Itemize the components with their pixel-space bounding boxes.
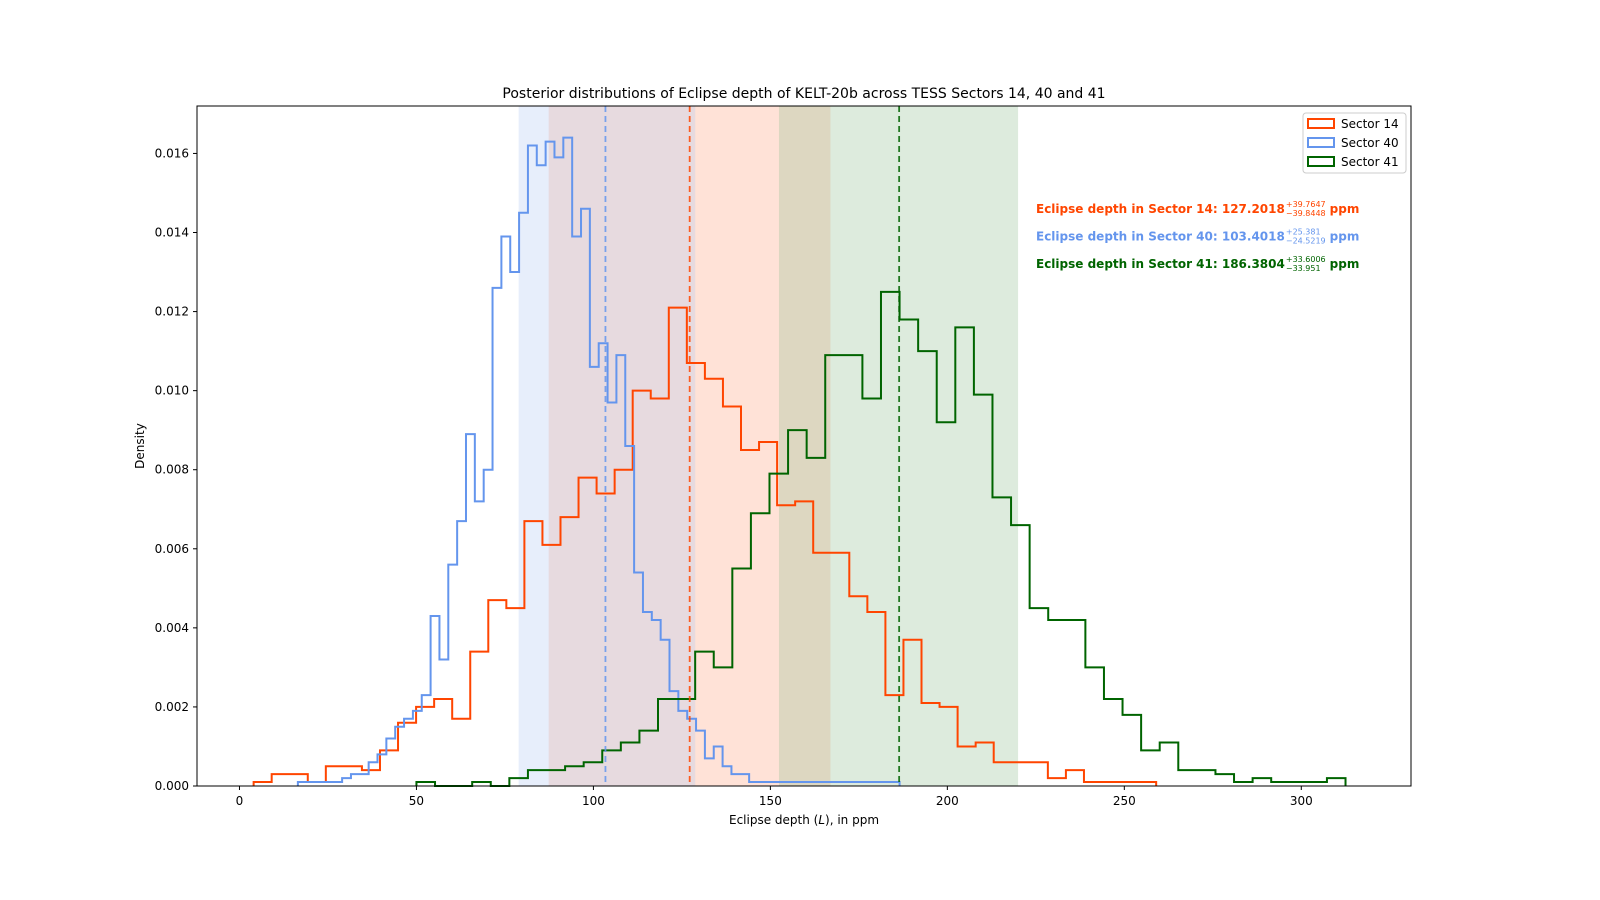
x-tick-label: 100 xyxy=(582,794,605,808)
annotation-unit: ppm xyxy=(1330,202,1360,216)
x-tick-label: 250 xyxy=(1113,794,1136,808)
histogram-sector-40 xyxy=(296,136,901,786)
annotation-text: Eclipse depth in Sector 40: 103.4018 xyxy=(1036,230,1285,244)
annotation-lower-error: −24.5219 xyxy=(1286,237,1326,246)
annotation-upper-error: +39.7647 xyxy=(1286,200,1326,209)
histogram-sector-41 xyxy=(415,290,1347,787)
annotation-unit: ppm xyxy=(1330,230,1360,244)
y-tick-label: 0.016 xyxy=(155,146,189,160)
annotation-lower-error: −33.951 xyxy=(1286,264,1321,273)
annotation-upper-error: +33.6006 xyxy=(1286,255,1326,264)
y-tick-label: 0.006 xyxy=(155,542,189,556)
x-axis-ticks: 0 50 100 150 200 250 300 xyxy=(236,786,1313,808)
legend-swatch xyxy=(1307,118,1335,129)
x-axis-label: Eclipse depth (L), in ppm xyxy=(729,813,879,827)
median-lines xyxy=(604,106,901,786)
legend-swatch xyxy=(1307,137,1335,148)
y-tick-label: 0.014 xyxy=(155,226,189,240)
annotations: Eclipse depth in Sector 14: 127.2018 +39.… xyxy=(1036,200,1359,273)
y-tick-label: 0.010 xyxy=(155,384,189,398)
y-tick-label: 0.002 xyxy=(155,700,189,714)
legend-label: Sector 14 xyxy=(1341,117,1399,131)
histogram-series xyxy=(252,136,1347,787)
y-axis-label: Density xyxy=(133,423,147,469)
y-tick-label: 0.012 xyxy=(155,305,189,319)
band-sector-40 xyxy=(518,106,696,786)
plot-frame xyxy=(196,105,1412,787)
annotation-upper-error: +25.381 xyxy=(1286,228,1321,237)
x-tick-label: 150 xyxy=(759,794,782,808)
legend-label: Sector 40 xyxy=(1341,136,1399,150)
x-tick-label: 200 xyxy=(936,794,959,808)
y-tick-label: 0.000 xyxy=(155,779,189,793)
credible-interval-bands xyxy=(518,106,1019,786)
annotation-unit: ppm xyxy=(1330,257,1360,271)
y-axis-ticks: 0.000 0.002 0.004 0.006 0.008 0.010 0.012 0.014… xyxy=(155,146,197,793)
legend-label: Sector 41 xyxy=(1341,155,1399,169)
annotation-text: Eclipse depth in Sector 41: 186.3804 xyxy=(1036,257,1285,271)
histogram-sector-14 xyxy=(252,306,1158,786)
x-tick-label: 300 xyxy=(1290,794,1313,808)
y-tick-label: 0.004 xyxy=(155,621,189,635)
x-tick-label: 0 xyxy=(236,794,244,808)
annotation-text: Eclipse depth in Sector 14: 127.2018 xyxy=(1036,202,1285,216)
chart-title: Posterior distributions of Eclipse depth… xyxy=(502,86,1105,102)
y-tick-label: 0.008 xyxy=(155,463,189,477)
legend: Sector 14 Sector 40 Sector 41 xyxy=(1302,112,1407,174)
annotation-lower-error: −39.8448 xyxy=(1286,209,1326,218)
x-tick-label: 50 xyxy=(409,794,424,808)
legend-swatch xyxy=(1307,156,1335,167)
